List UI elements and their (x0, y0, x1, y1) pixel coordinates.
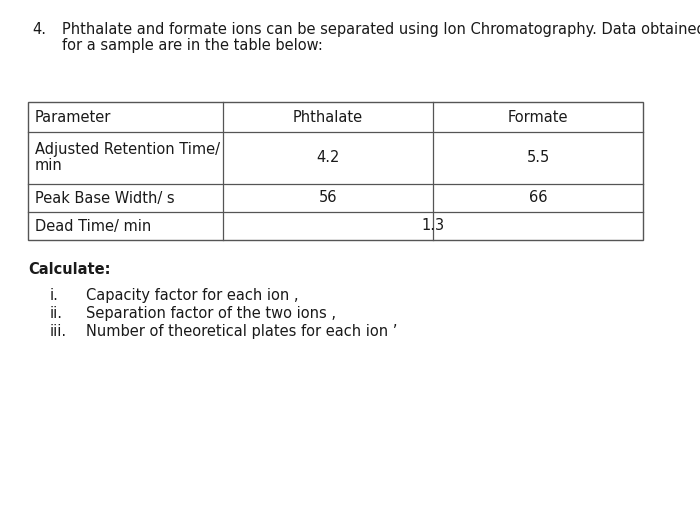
Text: i.: i. (50, 288, 59, 303)
Text: iii.: iii. (50, 324, 67, 339)
Text: for a sample are in the table below:: for a sample are in the table below: (62, 38, 323, 53)
Text: Adjusted Retention Time/: Adjusted Retention Time/ (35, 142, 220, 157)
Text: 4.: 4. (32, 22, 46, 37)
Text: 4.2: 4.2 (316, 151, 340, 165)
Text: 56: 56 (318, 190, 337, 205)
Text: Formate: Formate (508, 110, 568, 124)
Text: 1.3: 1.3 (421, 219, 444, 234)
Text: 66: 66 (528, 190, 547, 205)
Text: Peak Base Width/ s: Peak Base Width/ s (35, 190, 174, 205)
Bar (28, 102, 643, 240)
Text: Calculate:: Calculate: (28, 262, 111, 277)
Text: Phthalate and formate ions can be separated using Ion Chromatography. Data obtai: Phthalate and formate ions can be separa… (62, 22, 700, 37)
Text: Separation factor of the two ions ,: Separation factor of the two ions , (86, 306, 336, 321)
Text: 5.5: 5.5 (526, 151, 550, 165)
Text: Phthalate: Phthalate (293, 110, 363, 124)
Text: min: min (35, 158, 63, 173)
Text: Capacity factor for each ion ,: Capacity factor for each ion , (86, 288, 298, 303)
Text: Number of theoretical plates for each ion ’: Number of theoretical plates for each io… (86, 324, 398, 339)
Text: Parameter: Parameter (35, 110, 111, 124)
Text: Dead Time/ min: Dead Time/ min (35, 219, 151, 234)
Text: ii.: ii. (50, 306, 63, 321)
